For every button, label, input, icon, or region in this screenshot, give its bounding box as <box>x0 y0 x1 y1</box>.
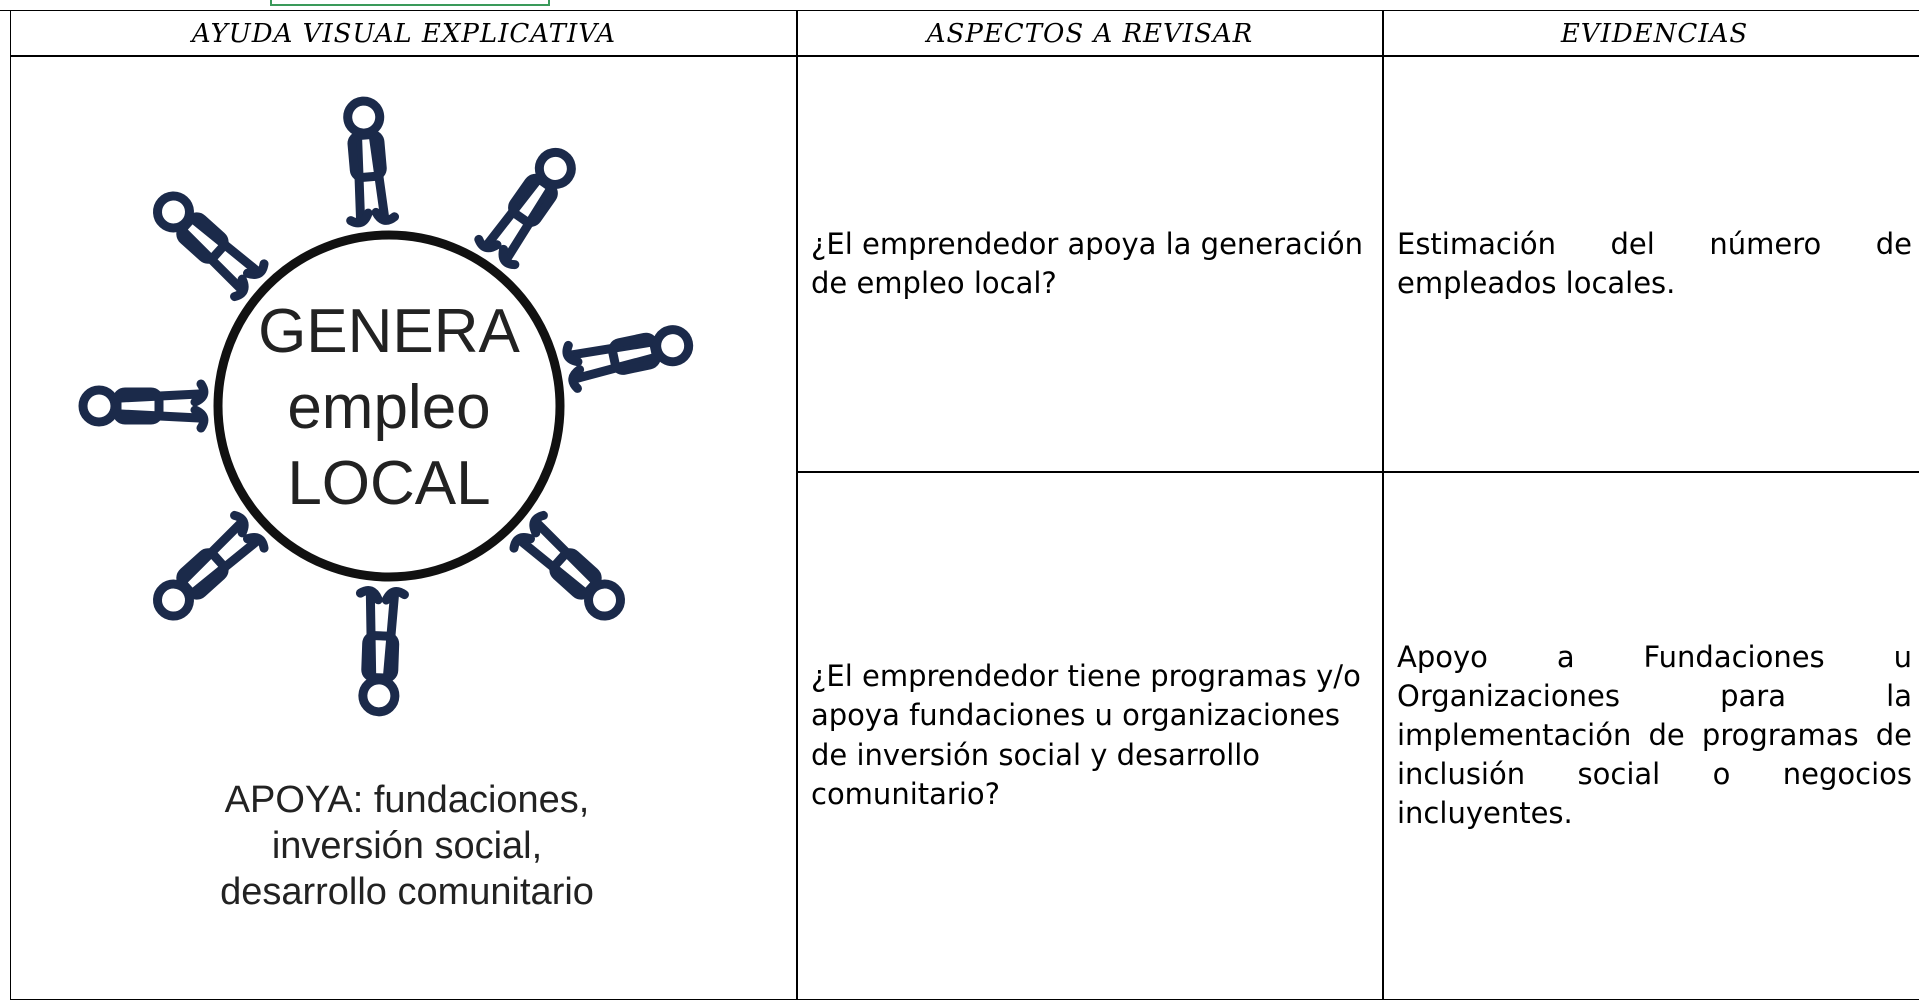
header-text: ASPECTOS A REVISAR <box>926 18 1254 49</box>
green-fragment <box>270 0 550 6</box>
header-cell: AYUDA VISUAL EXPLICATIVA <box>10 10 798 57</box>
circle-text: LOCAL <box>287 449 490 518</box>
person-icon <box>477 143 582 267</box>
caption-text: inversión social, <box>272 825 542 867</box>
circle-text: empleo <box>287 373 490 442</box>
person-icon <box>356 590 404 712</box>
question-text: ¿El emprendedor tiene programas y/o apoy… <box>811 659 1361 811</box>
person-icon <box>512 514 631 628</box>
evidence-text: Apoyo a Fundaciones u Organizaciones par… <box>1397 639 1912 831</box>
header-text: AYUDA VISUAL EXPLICATIVA <box>191 18 617 49</box>
person-icon <box>147 514 266 628</box>
header-text: EVIDENCIAS <box>1560 18 1749 49</box>
visual-aid: GENERA empleo LOCAL APOYA: fundaciones, … <box>0 0 798 913</box>
evidence-cell: Apoyo a Fundaciones u Organizaciones par… <box>1382 471 1919 1000</box>
caption-text: desarrollo comunitario <box>220 871 594 913</box>
evidence-text: Estimación del número de empleados local… <box>1397 226 1912 300</box>
header-cell: ASPECTOS A REVISAR <box>796 10 1384 57</box>
circle-text: GENERA <box>258 297 520 366</box>
person-icon <box>340 99 394 223</box>
question-cell: ¿El emprendedor tiene programas y/o apoy… <box>796 471 1384 1000</box>
header-cell: EVIDENCIAS <box>1382 10 1919 57</box>
circle <box>213 230 565 582</box>
question-cell: ¿El emprendedor apoya la generación de e… <box>796 55 1384 473</box>
person-icon <box>565 321 692 389</box>
person-icon <box>147 185 266 299</box>
caption-text: APOYA: fundaciones, <box>225 779 590 821</box>
person-icon <box>83 384 204 428</box>
question-text: ¿El emprendedor apoya la generación de e… <box>811 226 1363 300</box>
evidence-cell: Estimación del número de empleados local… <box>1382 55 1919 473</box>
